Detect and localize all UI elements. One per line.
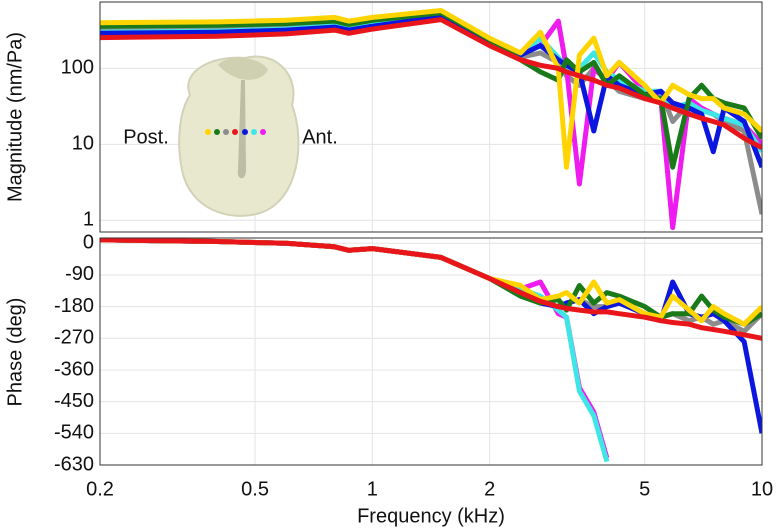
x-tick-label: 10: [751, 478, 773, 500]
x-tick-label: 0.5: [241, 478, 269, 500]
data-line: [100, 238, 610, 459]
y-tick-label: -630: [54, 453, 94, 475]
inset-illustration: [178, 55, 300, 217]
x-tick-label: 0.2: [86, 478, 114, 500]
x-tick-label: 5: [639, 478, 650, 500]
x-axis-title: Frequency (kHz): [357, 505, 505, 527]
data-line: [100, 238, 762, 327]
y-tick-label: 10: [72, 133, 94, 155]
y-axis-title: Phase (deg): [4, 298, 26, 407]
plot-frame: [99, 237, 763, 466]
y-tick-label: -540: [54, 422, 94, 444]
y-tick-label: -90: [65, 263, 94, 285]
data-line: [100, 8, 762, 170]
plot-frame: [99, 1, 763, 233]
y-tick-label: -360: [54, 358, 94, 380]
y-tick-label: -180: [54, 295, 94, 317]
data-line: [100, 238, 610, 463]
y-tick-label: -450: [54, 390, 94, 412]
y-axis-title: Magnitude (nm/Pa): [4, 32, 26, 202]
y-tick-label: 100: [61, 57, 94, 79]
data-line: [100, 238, 762, 341]
y-tick-label: -270: [54, 327, 94, 349]
y-tick-label: 1: [83, 209, 94, 231]
y-tick-label: 0: [83, 232, 94, 254]
annotation: Post.: [123, 126, 169, 148]
x-tick-label: 1: [367, 478, 378, 500]
data-line: [100, 238, 762, 434]
x-tick-label: 2: [484, 478, 495, 500]
annotation: Ant.: [302, 126, 338, 148]
data-line: [100, 17, 762, 151]
